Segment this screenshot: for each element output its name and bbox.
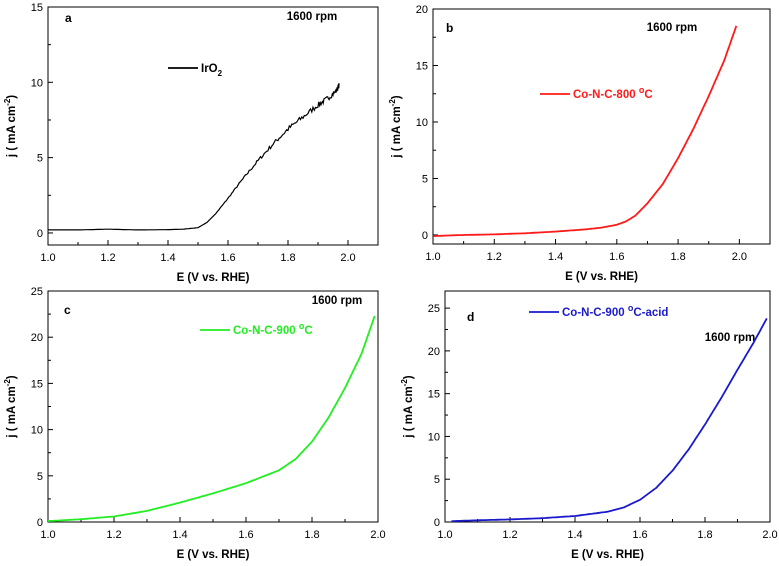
x-tick-label: 1.4 <box>172 529 187 541</box>
y-tick-label: 5 <box>422 173 428 185</box>
x-axis-title: E (V vs. RHE) <box>571 549 644 561</box>
rotation-speed-label: 1600 rpm <box>705 332 756 344</box>
x-axis-title: E (V vs. RHE) <box>565 271 638 283</box>
series-line <box>432 25 738 237</box>
y-tick-label: 20 <box>428 346 440 358</box>
x-tick-label: 1.2 <box>502 529 517 541</box>
y-tick-label: 10 <box>416 117 428 129</box>
y-tick-label: 0 <box>434 517 440 529</box>
y-tick-label: 25 <box>31 286 43 298</box>
y-tick-label: 20 <box>416 4 428 16</box>
y-axis-title: j ( mA cm-2) <box>400 375 415 438</box>
series-line <box>47 315 376 522</box>
y-tick-label: 15 <box>31 378 43 390</box>
x-tick-label: 1.2 <box>100 252 115 264</box>
x-tick-label: 1.8 <box>304 529 319 541</box>
x-tick-label: 1.8 <box>697 529 712 541</box>
x-tick-label: 1.4 <box>567 529 582 541</box>
y-tick-label: 25 <box>428 303 440 315</box>
legend-label: Co-N-C-900 oC <box>233 321 313 337</box>
y-axis-title: j ( mA cm-2) <box>3 95 18 158</box>
x-tick-label: 1.6 <box>632 529 647 541</box>
x-tick-label: 1.4 <box>548 251 563 263</box>
rotation-speed-label: 1600 rpm <box>647 22 698 34</box>
y-tick-label: 20 <box>31 332 43 344</box>
plot-frame <box>47 6 379 246</box>
x-tick-label: 1.0 <box>425 251 440 263</box>
panel-d: 1.0 1.2 1.4 1.6 1.8 2.0 0 5 10 15 20 25 E (V vs. RHE… <box>400 290 778 561</box>
y-tick-label: 0 <box>37 517 43 529</box>
y-tick-label: 5 <box>434 474 440 486</box>
x-tick-label: 1.0 <box>437 529 452 541</box>
x-tick-label: 1.8 <box>670 251 685 263</box>
y-tick-label: 5 <box>37 471 43 483</box>
y-axis-title: j ( mA cm-2) <box>3 375 18 438</box>
series-line <box>451 317 768 522</box>
panel-c: 1.0 1.2 1.4 1.6 1.8 2.0 0 5 10 15 20 25 E (V vs. RHE… <box>3 286 386 561</box>
y-tick-label: 10 <box>31 77 43 89</box>
y-tick-label: 15 <box>31 2 43 14</box>
x-axis-title: E (V vs. RHE) <box>177 272 250 284</box>
y-axis-title: j ( mA cm-2) <box>388 95 403 158</box>
y-tick-label: 0 <box>37 228 43 240</box>
x-tick-label: 1.0 <box>40 529 55 541</box>
panel-b: 1.0 1.2 1.4 1.6 1.8 2.0 0 5 10 15 20 E (V vs. RHE) j… <box>388 4 771 283</box>
x-tick-label: 1.0 <box>40 252 55 264</box>
x-tick-label: 2.0 <box>732 251 747 263</box>
panel-letter: a <box>65 11 72 25</box>
legend-label: IrO2 <box>201 63 223 78</box>
x-tick-label: 2.0 <box>340 252 355 264</box>
x-tick-label: 2.0 <box>370 529 385 541</box>
plot-frame <box>444 290 771 523</box>
panel-a: 1.0 1.2 1.4 1.6 1.8 2.0 0 5 10 15 E (V vs. RHE) j (… <box>3 2 379 284</box>
panel-letter: b <box>446 21 453 35</box>
legend-label: Co-N-C-800 oC <box>573 85 653 101</box>
x-tick-label: 1.6 <box>238 529 253 541</box>
panel-letter: c <box>64 303 71 317</box>
x-tick-label: 1.6 <box>609 251 624 263</box>
rotation-speed-label: 1600 rpm <box>287 11 338 23</box>
y-tick-label: 15 <box>428 389 440 401</box>
y-tick-label: 0 <box>422 230 428 242</box>
x-tick-label: 1.8 <box>280 252 295 264</box>
x-axis-title: E (V vs. RHE) <box>177 549 250 561</box>
x-tick-label: 1.4 <box>160 252 175 264</box>
series-line <box>48 83 340 231</box>
x-tick-label: 1.2 <box>106 529 121 541</box>
legend-label: Co-N-C-900 oC-acid <box>562 303 668 319</box>
x-tick-label: 1.6 <box>220 252 235 264</box>
x-tick-label: 1.2 <box>487 251 502 263</box>
panel-letter: d <box>467 310 474 324</box>
y-tick-label: 10 <box>428 431 440 443</box>
plot-frame <box>47 290 379 523</box>
y-tick-label: 5 <box>37 153 43 165</box>
plot-frame <box>432 8 771 245</box>
x-tick-label: 2.0 <box>762 529 777 541</box>
y-tick-label: 10 <box>31 425 43 437</box>
rotation-speed-label: 1600 rpm <box>312 295 363 307</box>
y-tick-label: 15 <box>416 60 428 72</box>
